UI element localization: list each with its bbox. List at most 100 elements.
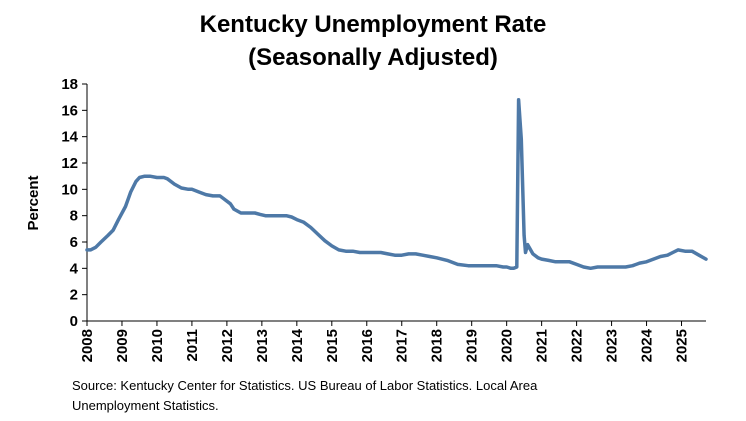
x-tick-label: 2025 [674,329,691,362]
data-point [540,258,543,260]
data-point [414,253,417,255]
data-point [180,187,183,189]
x-tick-label: 2024 [639,328,656,362]
data-point [296,218,298,221]
data-point [561,261,564,263]
y-tick-label: 12 [61,155,78,172]
data-point [89,249,92,251]
data-point [86,249,88,251]
data-point [331,245,333,247]
data-point [705,258,707,260]
x-tick-label: 2019 [464,329,481,362]
y-tick-label: 8 [70,208,78,225]
data-point [198,191,200,193]
data-point [659,255,662,258]
data-point [240,212,242,214]
data-point [117,218,120,221]
data-point [387,253,389,255]
data-point [338,249,340,251]
data-point [359,251,361,254]
data-point [278,214,281,217]
data-point [624,266,627,268]
data-point [254,212,256,214]
chart-title-line2: (Seasonally Adjusted) [248,44,498,71]
data-point [638,262,641,264]
y-axis: 0 2 4 6 8 10 12 14 16 18 [61,76,88,330]
x-tick-label: 2014 [289,328,306,362]
data-point [247,212,249,214]
y-tick-label: 10 [61,181,78,198]
x-tick-label: 2008 [79,329,96,362]
data-point [512,267,515,270]
data-point [631,264,634,267]
data-point [138,176,141,179]
x-tick-label: 2010 [149,329,166,362]
x-tick-label: 2011 [184,329,201,362]
data-point [100,241,102,243]
data-point [107,234,109,237]
data-point [610,266,613,268]
data-point [617,266,620,268]
data-point [173,183,176,185]
source-line1: Source: Kentucky Center for Statistics. … [72,378,538,393]
x-tick-label: 2020 [499,329,516,362]
data-point [135,180,137,183]
chart-title: Kentucky Unemployment Rate (Seasonally A… [0,8,746,74]
data-point [324,239,326,242]
data-point [163,176,165,179]
data-point [677,249,679,251]
data-point [373,251,375,254]
data-point [684,250,686,252]
data-point [264,214,267,217]
data-point [124,205,127,208]
data-point [645,261,648,263]
data-point [520,138,523,141]
data-point [589,267,592,270]
data-point [603,266,606,268]
data-point [394,254,396,256]
data-point [495,264,498,267]
data-point [467,264,470,267]
data-point [575,263,578,266]
data-point [345,250,347,252]
data-point [698,254,700,256]
x-tick-label: 2021 [534,329,551,362]
data-point [596,266,599,268]
data-point [421,254,424,256]
data-point [691,250,693,252]
data-point [156,176,158,179]
y-axis-label: Percent [25,175,42,230]
x-tick-label: 2022 [569,329,586,362]
y-tick-label: 18 [61,76,78,93]
data-point [526,243,529,246]
x-tick-label: 2017 [394,329,411,362]
y-tick-label: 6 [70,234,78,251]
source-line2: Unemployment Statistics. [72,398,219,413]
x-tick-label: 2009 [114,329,131,362]
data-point [477,264,480,267]
data-point [446,259,449,262]
data-point [290,216,293,218]
data-point [187,188,190,191]
data-point [166,178,169,180]
x-tick-label: 2013 [254,329,271,362]
data-point [233,208,235,210]
data-point [505,266,508,268]
data-point [488,264,491,267]
y-tick-label: 2 [70,287,78,304]
data-point [303,221,305,224]
data-point [205,193,207,196]
x-tick-label: 2015 [324,329,341,362]
data-point [435,257,438,259]
data-point [219,195,221,197]
data-point [502,266,505,268]
x-tick-label: 2012 [219,329,236,362]
data-point [582,266,585,268]
data-point [310,226,312,229]
data-point [94,246,97,249]
data-point [129,191,132,193]
data-point [222,197,225,200]
data-point [510,267,512,270]
x-axis: 2008 2009 2010 2011 2012 2013 2014 2015 2016 2017… [79,320,706,362]
